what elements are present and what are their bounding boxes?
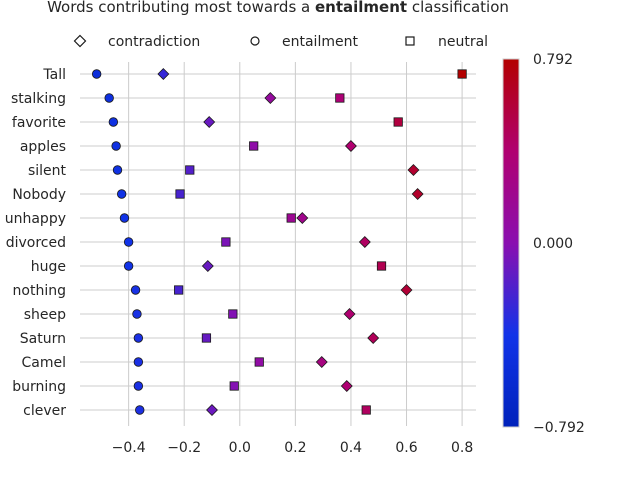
- entailment-point-burning: [133, 381, 144, 391]
- y-tick-label: Tall: [42, 67, 66, 83]
- y-tick-label: Camel: [22, 355, 67, 371]
- contradiction-point-camel: [315, 356, 328, 368]
- neutral-point-divorced: [221, 237, 231, 247]
- y-tick-label: nothing: [13, 283, 66, 299]
- legend-circle-marker: [250, 36, 260, 46]
- contradiction-point-huge: [201, 260, 214, 272]
- grid: [80, 62, 476, 426]
- contradiction-point-sheep: [343, 308, 356, 320]
- y-tick-label: burning: [12, 379, 66, 395]
- y-tick-label: Nobody: [12, 187, 66, 203]
- entailment-point-tall: [91, 69, 102, 79]
- contradiction-point-nothing: [400, 284, 413, 296]
- neutral-point-huge: [376, 261, 387, 271]
- legend: contradiction entailment neutral: [73, 34, 488, 50]
- title-prefix: Words contributing most towards a: [47, 0, 315, 16]
- y-tick-label: huge: [31, 259, 66, 275]
- entailment-point-sheep: [132, 309, 142, 319]
- contradiction-point-silent: [407, 164, 420, 176]
- neutral-point-clever: [361, 405, 371, 415]
- title-suffix: classification: [407, 0, 509, 16]
- y-axis: Tall stalking favorite apples silent Nobody un…: [5, 67, 67, 419]
- neutral-point-tall: [457, 69, 467, 79]
- contradiction-point-saturn: [367, 332, 380, 344]
- x-tick-label: −0.4: [112, 440, 146, 456]
- neutral-point-silent: [185, 165, 195, 175]
- x-tick-label: −0.2: [167, 440, 201, 456]
- entailment-point-favorite: [108, 117, 119, 127]
- entailment-point-stalking: [104, 93, 114, 103]
- neutral-point-apples: [249, 141, 259, 151]
- y-tick-label: stalking: [11, 91, 66, 107]
- entailment-point-apples: [111, 141, 121, 151]
- neutral-point-sheep: [228, 309, 238, 319]
- colorbar-max-label: 0.792: [533, 52, 573, 68]
- entailment-point-clever: [135, 405, 145, 415]
- x-axis: −0.4 −0.2 0.0 0.2 0.4 0.6 0.8: [112, 440, 474, 456]
- neutral-point-nothing: [174, 285, 184, 295]
- data-points: [91, 68, 467, 416]
- y-tick-label: sheep: [24, 307, 66, 323]
- contradiction-point-burning: [340, 380, 353, 392]
- neutral-point-stalking: [335, 93, 345, 103]
- colorbar-mid-label: 0.000: [533, 236, 573, 252]
- x-tick-label: 0.0: [229, 440, 251, 456]
- contradiction-point-favorite: [203, 116, 216, 128]
- legend-label-neutral: neutral: [438, 34, 488, 50]
- contradiction-point-nobody: [411, 188, 424, 200]
- neutral-point-camel: [254, 357, 264, 367]
- contradiction-point-apples: [344, 140, 357, 152]
- legend-square-marker: [405, 36, 415, 46]
- neutral-point-favorite: [393, 117, 403, 127]
- contradiction-point-divorced: [358, 236, 371, 248]
- neutral-point-nobody: [175, 189, 185, 199]
- legend-label-entailment: entailment: [282, 34, 358, 50]
- y-tick-label: Saturn: [20, 331, 66, 347]
- x-tick-label: 0.6: [395, 440, 417, 456]
- entailment-point-silent: [112, 165, 123, 175]
- colorbar: 0.792 0.000 −0.792: [502, 52, 585, 436]
- contradiction-point-stalking: [264, 92, 277, 104]
- y-tick-label: silent: [28, 163, 67, 179]
- contradiction-point-clever: [206, 404, 218, 416]
- contradiction-point-tall: [157, 68, 170, 80]
- legend-label-contradiction: contradiction: [108, 34, 200, 50]
- neutral-point-unhappy: [286, 213, 296, 223]
- contradiction-point-unhappy: [296, 212, 309, 224]
- entailment-point-huge: [123, 261, 134, 271]
- chart-title: Words contributing most towards a entail…: [47, 0, 509, 16]
- entailment-point-nothing: [130, 285, 141, 295]
- x-tick-label: 0.4: [340, 440, 362, 456]
- colorbar-min-label: −0.792: [533, 420, 585, 436]
- x-tick-label: 0.8: [451, 440, 473, 456]
- entailment-point-divorced: [123, 237, 134, 247]
- x-tick-label: 0.2: [284, 440, 306, 456]
- entailment-point-nobody: [116, 189, 127, 199]
- entailment-point-camel: [133, 357, 144, 367]
- y-tick-label: unhappy: [5, 211, 66, 227]
- y-tick-label: apples: [20, 139, 66, 155]
- entailment-point-saturn: [133, 333, 144, 343]
- neutral-point-burning: [229, 381, 239, 391]
- entailment-point-unhappy: [119, 213, 130, 223]
- y-tick-label: favorite: [12, 115, 66, 131]
- y-tick-label: divorced: [6, 235, 66, 251]
- legend-diamond-marker: [73, 34, 87, 48]
- y-tick-label: clever: [23, 403, 66, 419]
- neutral-point-saturn: [201, 333, 212, 343]
- title-bold: entailment: [315, 0, 407, 16]
- colorbar-gradient: [502, 58, 520, 428]
